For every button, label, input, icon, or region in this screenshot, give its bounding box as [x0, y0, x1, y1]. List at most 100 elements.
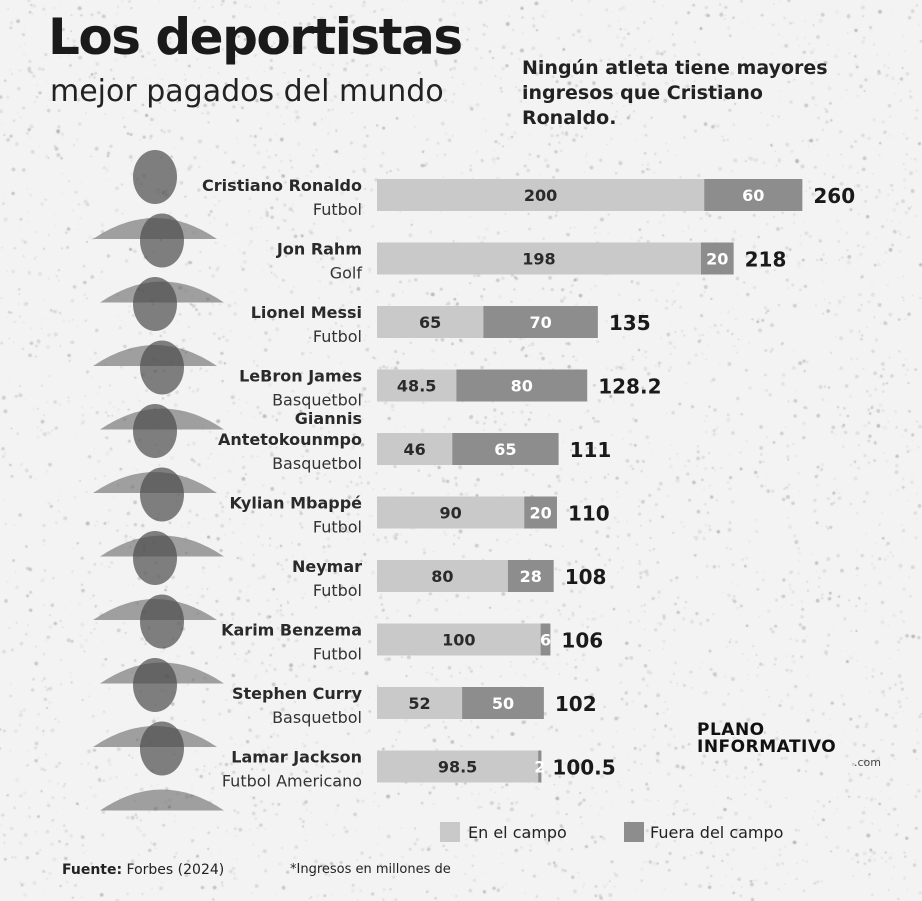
bar-off-field [452, 433, 559, 465]
value-label-off-field: 50 [492, 694, 514, 713]
chart-row: Karim Benzema Futbol 100 6 106 [221, 621, 603, 664]
value-label-on-field: 200 [524, 186, 557, 205]
chart-row: LeBron James Basquetbol 48.5 80 128.2 [239, 367, 661, 410]
bar-on-field [377, 623, 541, 656]
bar-on-field [377, 560, 508, 592]
athlete-sport: Futbol [313, 645, 362, 664]
athlete-sport: Basquetbol [272, 391, 362, 410]
bar-off-field [483, 306, 598, 338]
bar-off-field [507, 560, 554, 592]
athlete-name: Stephen Curry [232, 684, 363, 703]
value-label-on-field: 98.5 [438, 758, 477, 777]
athlete-name: Antetokounmpo [218, 430, 362, 449]
total-label: 100.5 [552, 756, 615, 780]
athlete-name: Cristiano Ronaldo [202, 176, 362, 195]
value-label-off-field: 20 [529, 504, 551, 523]
total-label: 135 [609, 311, 651, 335]
value-label-on-field: 80 [431, 567, 453, 586]
legend-swatch-on-field [440, 822, 460, 842]
value-label-off-field: 6 [540, 631, 551, 650]
athlete-name: Lamar Jackson [231, 748, 362, 767]
athlete-name: LeBron James [239, 367, 362, 386]
athlete-portrait [100, 721, 224, 811]
logo-line-2: INFORMATIVO [697, 737, 837, 757]
bar-on-field [377, 306, 484, 338]
chart-row: Stephen Curry Basquetbol 52 50 102 [232, 684, 597, 727]
value-label-on-field: 52 [408, 694, 430, 713]
chart-row: Giannis Antetokounmpo Basquetbol 46 65 111 [218, 409, 611, 473]
chart-row: Jon Rahm Golf 198 20 218 [276, 240, 786, 283]
bar-on-field [377, 433, 453, 465]
source-label: Fuente: [62, 862, 123, 878]
value-label-off-field: 60 [742, 186, 764, 205]
total-label: 108 [565, 565, 607, 589]
value-label-off-field: 80 [511, 377, 533, 396]
legend-swatch-off-field [624, 822, 644, 842]
legend-label-off-field: Fuera del campo [650, 823, 783, 842]
source-value: Forbes (2024) [126, 862, 225, 878]
total-label: 260 [813, 184, 855, 208]
value-label-on-field: 100 [442, 631, 475, 650]
athlete-portrait [93, 531, 217, 620]
chart-row: Lamar Jackson Futbol Americano 98.5 2 100.5 [222, 748, 616, 791]
source-note: Fuente: Forbes (2024) [62, 862, 224, 878]
athlete-sport: Futbol [313, 200, 362, 219]
total-label: 111 [570, 438, 612, 462]
value-label-on-field: 65 [419, 313, 441, 332]
bar-on-field [377, 496, 525, 529]
athlete-portraits [93, 150, 224, 811]
bar-on-field [377, 369, 457, 402]
value-label-on-field: 46 [403, 440, 425, 459]
chart-row: Lionel Messi Futbol 65 70 135 [251, 303, 651, 346]
athlete-sport: Golf [330, 264, 363, 283]
bar-off-field [538, 750, 542, 783]
chart-row: Neymar Futbol 80 28 108 [292, 557, 606, 600]
bar-off-field [462, 687, 544, 719]
bar-off-field [704, 179, 803, 211]
legend-label-on-field: En el campo [468, 823, 567, 842]
plano-informativo-logo: PLANO INFORMATIVO .com [697, 720, 887, 770]
athlete-name: Karim Benzema [221, 621, 362, 640]
value-label-on-field: 48.5 [397, 377, 436, 396]
unit-note: *Ingresos en millones de [290, 862, 451, 877]
total-label: 102 [555, 692, 597, 716]
athlete-sport: Futbol [313, 327, 362, 346]
bar-on-field [377, 687, 463, 719]
chart-legend: En el campo Fuera del campo [440, 822, 783, 842]
total-label: 128.2 [598, 375, 661, 399]
total-label: 218 [745, 248, 787, 272]
athlete-name: Neymar [292, 557, 362, 576]
headline-note: Ningún atleta tiene mayores ingresos que… [522, 57, 828, 129]
chart-rows: Cristiano Ronaldo Futbol 200 60 260 Jon Rahm G… [202, 176, 855, 791]
bar-off-field [456, 369, 588, 402]
bar-on-field [377, 242, 701, 275]
athlete-sport: Basquetbol [272, 708, 362, 727]
chart-row: Cristiano Ronaldo Futbol 200 60 260 [202, 176, 855, 219]
page-subtitle: mejor pagados del mundo [50, 74, 444, 109]
bar-off-field [700, 242, 734, 275]
page-title: Los deportistas [48, 8, 463, 66]
bar-off-field [524, 496, 557, 529]
bar-on-field [377, 750, 539, 783]
total-label: 110 [568, 502, 610, 526]
athlete-name: Kylian Mbappé [230, 494, 363, 513]
total-label: 106 [561, 629, 603, 653]
value-label-off-field: 28 [520, 567, 542, 586]
chart-row: Kylian Mbappé Futbol 90 20 110 [230, 494, 610, 537]
athlete-sport: Basquetbol [272, 454, 362, 473]
bar-off-field [540, 623, 551, 656]
athlete-name: Lionel Messi [251, 303, 362, 322]
value-label-off-field: 70 [529, 313, 551, 332]
value-label-off-field: 2 [534, 758, 545, 777]
athlete-sport: Futbol Americano [222, 772, 362, 791]
athlete-sport: Futbol [313, 518, 362, 537]
value-label-on-field: 198 [522, 250, 555, 269]
bar-on-field [377, 179, 705, 211]
value-label-off-field: 20 [706, 250, 728, 269]
value-label-off-field: 65 [494, 440, 516, 459]
athlete-name: Giannis [295, 409, 362, 428]
athlete-sport: Futbol [313, 581, 362, 600]
logo-line-1: PLANO [697, 720, 765, 740]
logo-line-3: .com [854, 756, 881, 769]
